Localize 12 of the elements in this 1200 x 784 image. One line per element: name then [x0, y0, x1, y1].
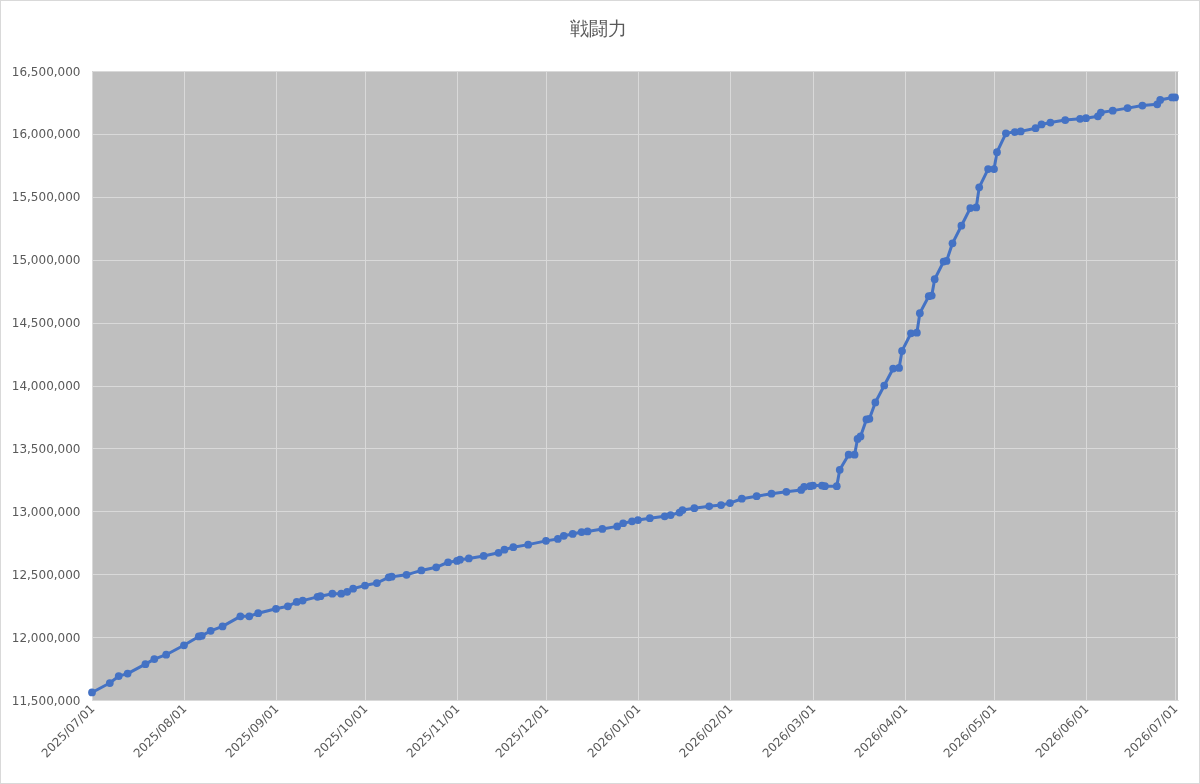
y-tick-label: 15,000,000 [11, 253, 81, 268]
y-tick-label: 14,500,000 [11, 316, 81, 331]
y-tick-label: 15,500,000 [11, 190, 81, 205]
y-tick-label: 12,500,000 [11, 567, 81, 582]
y-tick-label: 13,000,000 [11, 504, 81, 519]
y-tick-label: 16,500,000 [11, 64, 81, 79]
y-tick-label: 13,500,000 [11, 441, 81, 456]
chart-title: 戦闘力 [569, 17, 627, 39]
y-tick-label: 12,000,000 [11, 630, 81, 645]
y-tick-label: 14,000,000 [11, 379, 81, 393]
y-tick-label: 11,500,000 [11, 693, 81, 708]
y-tick-label: 16,000,000 [11, 127, 81, 142]
